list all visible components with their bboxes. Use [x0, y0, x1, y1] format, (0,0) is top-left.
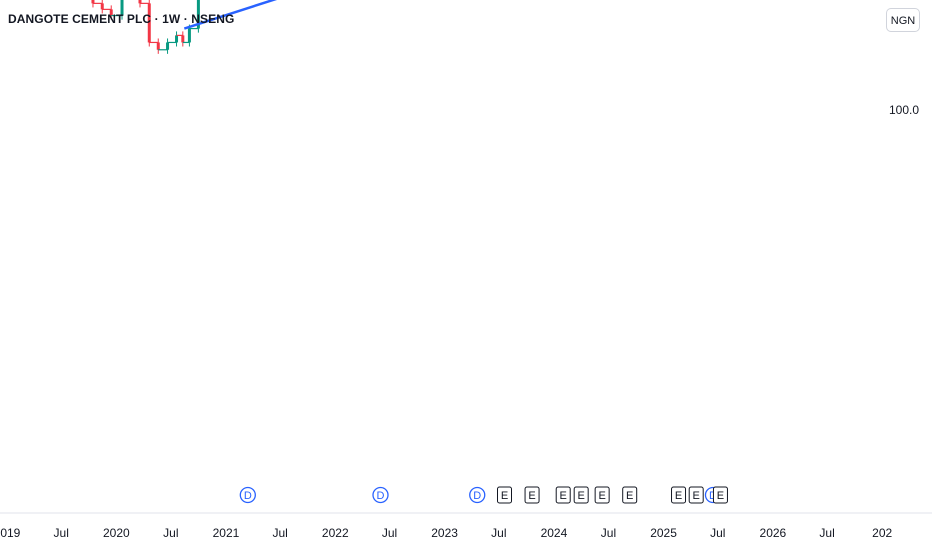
candle-body	[138, 0, 142, 4]
x-tick-label: 2021	[213, 526, 240, 540]
x-tick-label: 2019	[0, 526, 21, 540]
candle	[167, 31, 179, 47]
currency-button[interactable]: NGN	[886, 8, 920, 32]
earnings-icon	[712, 486, 728, 504]
x-tick-label: 2022	[322, 526, 349, 540]
earnings-icon	[688, 486, 704, 504]
event-marker-e: E	[712, 486, 728, 504]
event-marker-e: E	[671, 486, 687, 504]
x-tick-label: 202	[872, 526, 892, 540]
candle-body	[196, 0, 200, 29]
candle-body	[147, 3, 151, 43]
event-letter: E	[717, 490, 724, 502]
event-marker-e: E	[555, 486, 571, 504]
event-marker-e: E	[688, 486, 704, 504]
event-letter: E	[675, 490, 682, 502]
event-letter: E	[626, 490, 633, 502]
x-tick-label: Jul	[272, 526, 287, 540]
event-marker-e: E	[573, 486, 589, 504]
event-letter: D	[244, 490, 252, 502]
x-tick-label: 2024	[541, 526, 568, 540]
event-marker-e: E	[524, 486, 540, 504]
chart-title: DANGOTE CEMENT PLC · 1W · NSENG	[8, 12, 235, 26]
x-tick-label: Jul	[819, 526, 834, 540]
candle-body	[187, 28, 191, 43]
candle-body	[100, 3, 104, 10]
event-marker-d: D	[372, 486, 389, 504]
event-marker-e: E	[622, 486, 638, 504]
event-letter: E	[501, 490, 508, 502]
x-tick-label: Jul	[382, 526, 397, 540]
candle-body	[175, 35, 179, 43]
candle-body	[91, 0, 95, 4]
dividend-icon	[239, 486, 256, 504]
candle	[92, 0, 104, 14]
candle-body	[109, 9, 113, 16]
dividend-icon	[372, 486, 389, 504]
earnings-icon	[555, 486, 571, 504]
event-letter: E	[693, 490, 700, 502]
candle	[138, 0, 142, 8]
x-tick-label: 2020	[103, 526, 130, 540]
x-tick-label: Jul	[710, 526, 725, 540]
candle-body	[120, 0, 124, 16]
earnings-icon	[594, 486, 610, 504]
x-tick-label: 2026	[760, 526, 787, 540]
x-tick-label: Jul	[163, 526, 178, 540]
earnings-icon	[671, 486, 687, 504]
x-tick-label: 2025	[650, 526, 677, 540]
earnings-icon	[524, 486, 540, 504]
event-letter: D	[377, 490, 385, 502]
candle-body	[181, 35, 185, 43]
event-letter: E	[578, 490, 585, 502]
candle	[139, 0, 151, 47]
x-tick-label: Jul	[54, 526, 69, 540]
dividend-icon	[469, 486, 486, 504]
candles	[91, 0, 200, 54]
candle	[176, 31, 185, 47]
x-tick-label: Jul	[601, 526, 616, 540]
y-tick-label: 100.0	[889, 103, 919, 117]
event-letter: E	[560, 490, 567, 502]
event-letter: D	[473, 490, 481, 502]
event-marker-d: D	[239, 486, 256, 504]
earnings-icon	[573, 486, 589, 504]
earnings-icon	[622, 486, 638, 504]
candle-body	[156, 42, 160, 50]
event-marker-d: D	[469, 486, 486, 504]
candle-body	[166, 42, 170, 50]
event-markers: DDDEEEEEEEEDE	[239, 486, 728, 504]
event-letter: E	[528, 490, 535, 502]
candle	[91, 0, 95, 8]
earnings-icon	[497, 486, 513, 504]
candle	[102, 5, 113, 20]
x-tick-label: 2023	[431, 526, 458, 540]
trendline-layer	[183, 0, 278, 30]
candle	[149, 38, 160, 54]
time-axis[interactable]: 2019 Jul 2020 Jul 2021 Jul 2022 Jul 2023 Jul 2024 J…	[0, 512, 932, 540]
candle	[158, 38, 170, 54]
trendline	[183, 0, 278, 30]
x-tick-label: Jul	[491, 526, 506, 540]
event-marker-e: E	[594, 486, 610, 504]
event-marker-e: E	[497, 486, 513, 504]
price-axis[interactable]: 100.0200.0600.0700.0	[889, 0, 919, 117]
event-letter: E	[598, 490, 605, 502]
candle	[111, 0, 124, 20]
